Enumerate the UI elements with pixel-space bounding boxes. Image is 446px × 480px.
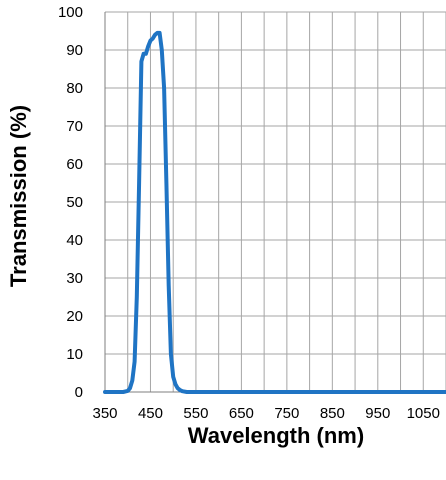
x-tick-label: 450 xyxy=(138,405,163,422)
x-tick-label: 350 xyxy=(92,405,117,422)
y-tick-label: 20 xyxy=(66,308,83,325)
series-layer xyxy=(103,30,446,394)
x-tick-labels: 350 450 550 650 750 850 950 1050 xyxy=(92,405,439,422)
y-tick-label: 100 xyxy=(58,4,83,21)
x-tick-label: 650 xyxy=(229,405,254,422)
x-tick-label: 750 xyxy=(274,405,299,422)
x-tick-label: 550 xyxy=(183,405,208,422)
y-tick-label: 50 xyxy=(66,194,83,211)
y-tick-label: 80 xyxy=(66,80,83,97)
y-tick-label: 60 xyxy=(66,156,83,173)
y-tick-label: 40 xyxy=(66,232,83,249)
y-tick-label: 90 xyxy=(66,42,83,59)
y-tick-label: 70 xyxy=(66,118,83,135)
x-tick-label: 1050 xyxy=(407,405,440,422)
series-line-0 xyxy=(103,30,446,394)
x-axis-title: Wavelength (nm) xyxy=(188,423,364,448)
x-tick-label: 950 xyxy=(365,405,390,422)
grid-lines xyxy=(104,11,446,393)
x-tick-label: 850 xyxy=(320,405,345,422)
y-tick-label: 30 xyxy=(66,270,83,287)
y-tick-label: 10 xyxy=(66,346,83,363)
y-axis-title: Transmission (%) xyxy=(6,105,31,287)
y-tick-label: 0 xyxy=(75,384,83,401)
y-tick-labels: 0 10 20 30 40 50 60 70 80 90 100 xyxy=(58,4,83,401)
